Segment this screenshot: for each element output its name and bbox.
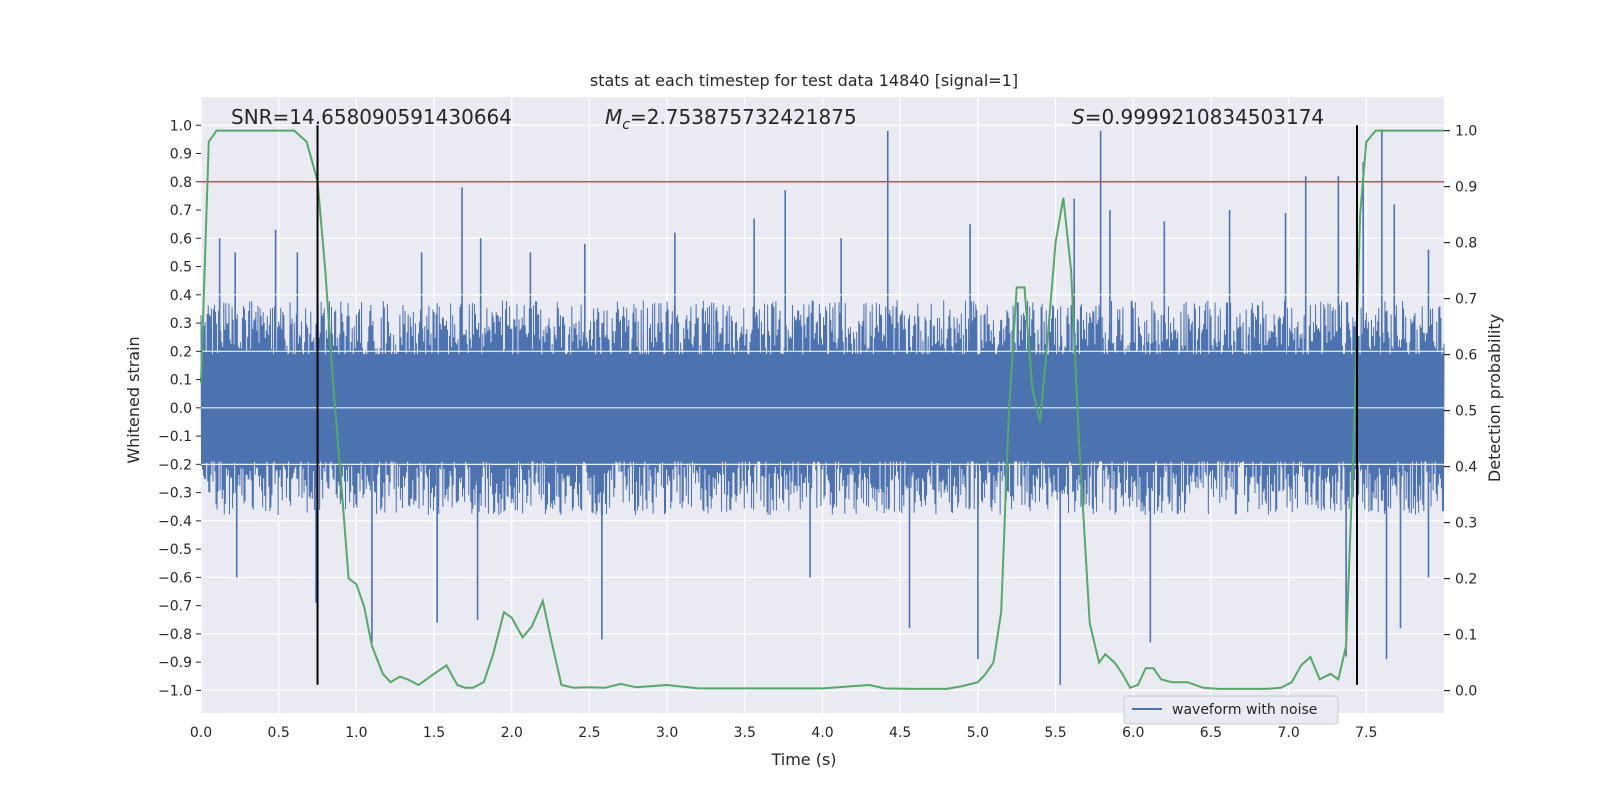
chirp-mass-annotation: Mc=2.753875732421875 [605, 105, 857, 133]
x-tick-label: 6.5 [1200, 725, 1222, 741]
x-tick-label: 0.0 [190, 725, 212, 741]
y-right-tick-label: 0.6 [1455, 348, 1477, 364]
y-axis-label: Whitened strain [124, 336, 143, 463]
y-tick-label: −0.7 [158, 599, 192, 615]
y-tick-label: −0.8 [158, 627, 192, 643]
y-right-tick-label: 1.0 [1455, 124, 1477, 140]
x-tick-label: 7.5 [1355, 725, 1377, 741]
x-tick-label: 0.5 [268, 725, 290, 741]
chart-title: stats at each timestep for test data 148… [590, 71, 1018, 90]
y-tick-label: −0.5 [158, 542, 192, 558]
x-tick-label: 3.5 [734, 725, 756, 741]
y-right-tick-label: 0.3 [1455, 516, 1477, 532]
y-right-tick-label: 0.2 [1455, 572, 1477, 588]
y-tick-label: 0.9 [170, 147, 192, 163]
chirp-mass-value: =2.753875732421875 [630, 105, 857, 129]
y-right-axis-ticks: 0.0 0.1 0.2 0.3 0.4 0.5 0.6 0.7 0.8 0.9 1.0 [1444, 124, 1477, 700]
y-tick-label: 1.0 [170, 118, 192, 134]
statistic-annotation: S=0.9999210834503174 [1072, 105, 1324, 129]
y-right-tick-label: 0.1 [1455, 628, 1477, 644]
x-tick-label: 2.0 [501, 725, 523, 741]
x-tick-label: 5.0 [967, 725, 989, 741]
y-tick-label: −0.2 [158, 457, 192, 473]
y-tick-label: 0.8 [170, 175, 192, 191]
y-tick-label: −0.4 [158, 514, 192, 530]
chirp-mass-subscript: c [622, 117, 630, 133]
x-tick-label: 3.0 [656, 725, 678, 741]
y-right-tick-label: 0.0 [1455, 684, 1477, 700]
y-tick-label: −0.6 [158, 570, 192, 586]
y-tick-label: 0.7 [170, 203, 192, 219]
x-tick-label: 5.5 [1044, 725, 1066, 741]
x-tick-label: 1.0 [345, 725, 367, 741]
y-tick-label: −0.3 [158, 486, 192, 502]
x-axis-label: Time (s) [770, 750, 836, 769]
y-tick-label: −0.9 [158, 655, 192, 671]
statistic-symbol: S [1072, 105, 1085, 129]
y-tick-label: −0.1 [158, 429, 192, 445]
x-axis-ticks: 0.0 0.5 1.0 1.5 2.0 2.5 3.0 3.5 4.0 4.5 5.0 5.5 6.0 6… [190, 725, 1378, 741]
probability-series [200, 129, 1444, 690]
y-right-tick-label: 0.7 [1455, 292, 1477, 308]
y-axis-ticks: −1.0 −0.9 −0.8 −0.7 −0.6 −0.5 −0.4 −0.3 −0.2 −0.1… [158, 118, 201, 699]
y-tick-label: 0.4 [170, 288, 192, 304]
x-tick-label: 6.0 [1122, 725, 1144, 741]
x-tick-label: 2.5 [578, 725, 600, 741]
y-tick-label: 0.1 [170, 373, 192, 389]
chirp-mass-symbol: M [605, 105, 622, 129]
x-tick-label: 4.5 [889, 725, 911, 741]
y-tick-label: 0.2 [170, 344, 192, 360]
snr-annotation: SNR=14.658090591430664 [231, 105, 512, 129]
waveform-line [200, 300, 1445, 516]
legend: waveform with noise [1123, 695, 1339, 725]
y-right-tick-label: 0.9 [1455, 180, 1477, 196]
y-tick-label: −1.0 [158, 683, 192, 699]
y-right-axis-label: Detection probability [1485, 314, 1504, 482]
y-right-tick-label: 0.4 [1455, 460, 1477, 476]
x-tick-label: 1.5 [423, 725, 445, 741]
y-right-tick-label: 0.5 [1455, 404, 1477, 420]
x-tick-label: 7.0 [1277, 725, 1299, 741]
y-tick-label: 0.6 [170, 231, 192, 247]
y-tick-label: 0.0 [170, 401, 192, 417]
legend-box [1123, 695, 1339, 725]
x-tick-label: 4.0 [811, 725, 833, 741]
y-right-tick-label: 0.8 [1455, 236, 1477, 252]
legend-label: waveform with noise [1172, 702, 1317, 718]
statistic-value: =0.9999210834503174 [1085, 105, 1324, 129]
y-tick-label: 0.5 [170, 260, 192, 276]
waveform-series [200, 130, 1445, 685]
marker-lines [316, 125, 1358, 685]
probability-line [200, 129, 1444, 690]
y-tick-label: 0.3 [170, 316, 192, 332]
